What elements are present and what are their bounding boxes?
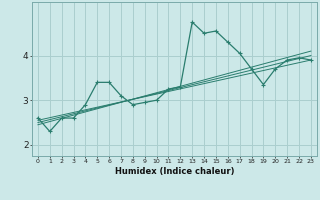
X-axis label: Humidex (Indice chaleur): Humidex (Indice chaleur) <box>115 167 234 176</box>
